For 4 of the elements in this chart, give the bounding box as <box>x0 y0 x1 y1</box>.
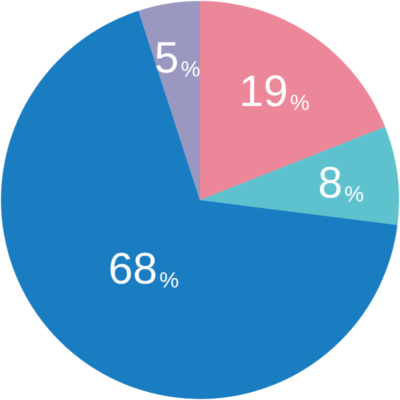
data-label: 8% <box>318 158 364 208</box>
data-label: 5% <box>154 34 200 83</box>
data-label: 19% <box>239 67 310 116</box>
data-label: 68% <box>108 244 179 294</box>
